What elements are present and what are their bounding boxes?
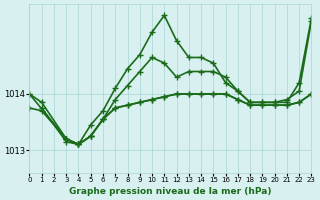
X-axis label: Graphe pression niveau de la mer (hPa): Graphe pression niveau de la mer (hPa) <box>69 187 272 196</box>
